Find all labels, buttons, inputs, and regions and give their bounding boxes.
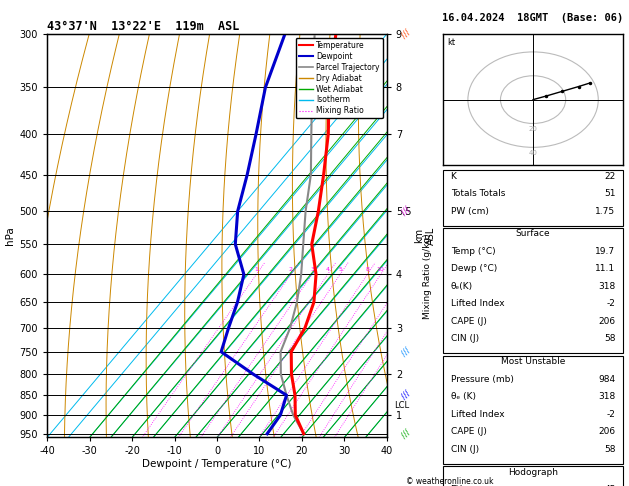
- Bar: [443, 170, 623, 226]
- Text: θₑ (K): θₑ (K): [450, 392, 476, 401]
- Text: © weatheronline.co.uk: © weatheronline.co.uk: [406, 477, 493, 486]
- Text: 16.04.2024  18GMT  (Base: 06): 16.04.2024 18GMT (Base: 06): [442, 13, 624, 23]
- Text: 19.7: 19.7: [596, 247, 616, 256]
- Text: 58: 58: [604, 334, 616, 343]
- Text: kt: kt: [447, 38, 455, 47]
- Text: CIN (J): CIN (J): [450, 334, 479, 343]
- Text: ///: ///: [399, 346, 412, 358]
- Text: Lifted Index: Lifted Index: [450, 410, 504, 418]
- Text: 318: 318: [598, 282, 616, 291]
- Text: PW (cm): PW (cm): [450, 207, 489, 216]
- Text: Mixing Ratio (g/kg): Mixing Ratio (g/kg): [423, 233, 432, 319]
- Text: 1: 1: [255, 267, 259, 272]
- Legend: Temperature, Dewpoint, Parcel Trajectory, Dry Adiabat, Wet Adiabat, Isotherm, Mi: Temperature, Dewpoint, Parcel Trajectory…: [296, 38, 383, 119]
- Text: 22: 22: [604, 172, 616, 181]
- Text: θₑ(K): θₑ(K): [450, 282, 473, 291]
- Text: 43°37'N  13°22'E  119m  ASL: 43°37'N 13°22'E 119m ASL: [47, 20, 240, 33]
- Bar: [443, 228, 623, 353]
- Text: Hodograph: Hodograph: [508, 468, 558, 476]
- Text: EH: EH: [450, 485, 463, 486]
- Text: -2: -2: [606, 299, 616, 308]
- Text: LCL: LCL: [394, 401, 409, 410]
- Text: 40: 40: [528, 150, 538, 156]
- Text: Totals Totals: Totals Totals: [450, 189, 505, 198]
- Text: 1.75: 1.75: [596, 207, 616, 216]
- Text: -2: -2: [606, 410, 616, 418]
- Text: CAPE (J): CAPE (J): [450, 427, 486, 436]
- Text: 11.1: 11.1: [596, 264, 616, 274]
- Text: 318: 318: [598, 392, 616, 401]
- Text: K: K: [450, 172, 457, 181]
- Text: 8: 8: [365, 267, 369, 272]
- X-axis label: Dewpoint / Temperature (°C): Dewpoint / Temperature (°C): [142, 459, 292, 469]
- Text: Most Unstable: Most Unstable: [501, 357, 565, 366]
- Text: ///: ///: [399, 205, 412, 217]
- Y-axis label: km
ASL: km ASL: [414, 226, 436, 245]
- Bar: [443, 466, 623, 486]
- Text: 20: 20: [528, 126, 538, 132]
- Text: 58: 58: [604, 445, 616, 453]
- Text: 2: 2: [289, 267, 292, 272]
- Bar: [443, 356, 623, 464]
- Text: 10: 10: [377, 267, 384, 272]
- Text: Temp (°C): Temp (°C): [450, 247, 495, 256]
- Text: Dewp (°C): Dewp (°C): [450, 264, 497, 274]
- Text: 206: 206: [598, 317, 616, 326]
- Text: ///: ///: [399, 28, 412, 40]
- Text: 45: 45: [604, 485, 616, 486]
- Text: ///: ///: [399, 428, 412, 440]
- Text: ///: ///: [399, 389, 412, 401]
- Text: Lifted Index: Lifted Index: [450, 299, 504, 308]
- Text: 206: 206: [598, 427, 616, 436]
- Text: 4: 4: [326, 267, 330, 272]
- Text: CIN (J): CIN (J): [450, 445, 479, 453]
- Text: Surface: Surface: [516, 229, 550, 239]
- Text: 51: 51: [604, 189, 616, 198]
- Text: 984: 984: [598, 375, 616, 383]
- Text: Pressure (mb): Pressure (mb): [450, 375, 513, 383]
- Text: 5: 5: [338, 267, 342, 272]
- Y-axis label: hPa: hPa: [6, 226, 15, 245]
- Text: 3: 3: [310, 267, 314, 272]
- Text: CAPE (J): CAPE (J): [450, 317, 486, 326]
